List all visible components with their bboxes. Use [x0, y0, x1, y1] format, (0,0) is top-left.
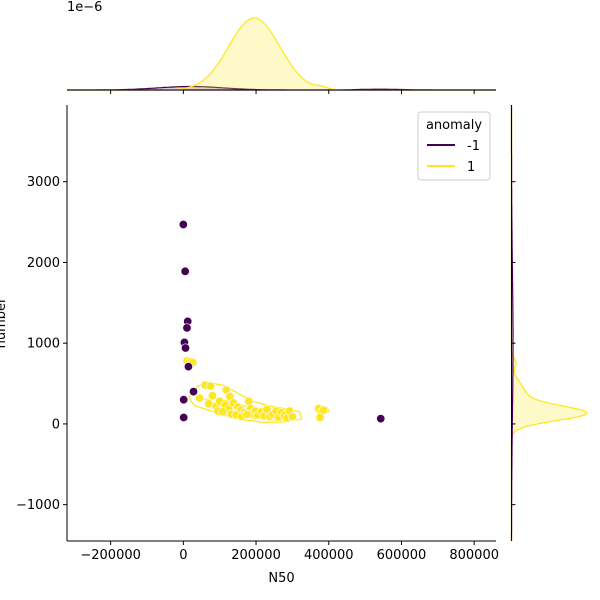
right-kde-normal-fill: [511, 105, 588, 541]
point-anomaly: [180, 266, 190, 276]
top-kde-normal-fill: [67, 18, 496, 90]
point-normal: [287, 412, 297, 422]
point-normal: [207, 391, 217, 401]
point-normal: [242, 409, 252, 419]
point-normal: [319, 405, 329, 415]
point-normal: [218, 407, 228, 417]
main-plot-area: −200000 0 200000 400000 600000 800000 −1000 0 1…: [0, 90, 516, 586]
point-anomaly: [182, 323, 192, 333]
y-tick-label: 2000: [27, 256, 60, 271]
top-offset-label: 1e−6: [67, 0, 102, 15]
point-anomaly: [179, 395, 189, 405]
y-axis-label: number: [0, 297, 9, 348]
legend: anomaly -1 1: [417, 111, 491, 181]
y-tick-label: −1000: [16, 498, 60, 513]
point-normal: [195, 393, 205, 403]
scatter-points: [178, 219, 386, 424]
top-marginal-density: 1e−6: [67, 0, 496, 91]
point-anomaly: [179, 412, 189, 422]
legend-label-anomaly: -1: [467, 139, 480, 154]
point-anomaly: [189, 387, 199, 397]
x-tick-label: 0: [179, 548, 187, 563]
x-tick-label: 600000: [377, 548, 427, 563]
x-ticks: −200000 0 200000 400000 600000 800000: [80, 90, 499, 563]
x-tick-label: −200000: [80, 548, 141, 563]
point-anomaly: [181, 343, 191, 353]
x-axis-label: N50: [268, 571, 294, 586]
point-anomaly: [376, 414, 386, 424]
x-tick-label: 200000: [231, 548, 281, 563]
y-tick-label: 0: [52, 417, 60, 432]
point-anomaly: [183, 362, 193, 372]
right-marginal-density: [510, 105, 589, 541]
y-tick-label: 1000: [27, 337, 60, 352]
point-normal: [315, 412, 325, 422]
y-ticks: −1000 0 1000 2000 3000: [16, 175, 516, 513]
y-tick-label: 3000: [27, 175, 60, 190]
x-tick-label: 400000: [304, 548, 354, 563]
legend-title: anomaly: [426, 118, 482, 133]
legend-label-normal: 1: [467, 160, 475, 175]
point-normal: [206, 381, 216, 391]
point-anomaly: [178, 219, 188, 229]
right-kde-normal-curve: [510, 105, 589, 541]
x-tick-label: 800000: [449, 548, 499, 563]
